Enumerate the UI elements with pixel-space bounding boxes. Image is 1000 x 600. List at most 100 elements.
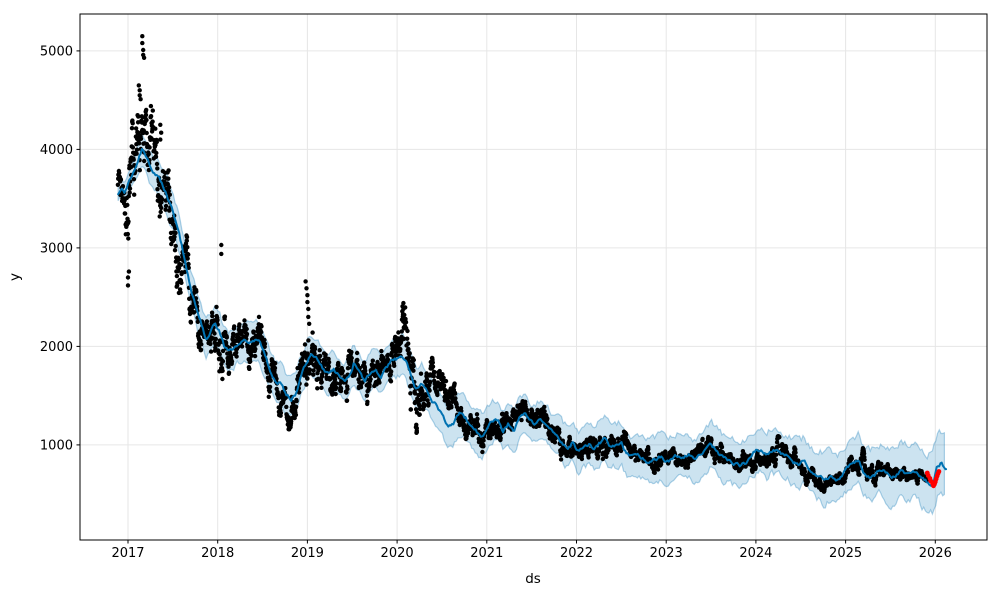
observed-point <box>166 188 171 194</box>
observed-point <box>615 436 621 441</box>
observed-point <box>310 330 315 335</box>
observed-point <box>558 457 564 462</box>
observed-point <box>138 136 144 141</box>
observed-point <box>188 320 194 325</box>
observed-point <box>126 236 131 241</box>
observed-point <box>441 383 447 388</box>
observed-point <box>338 386 344 391</box>
observed-outlier-point <box>414 429 419 435</box>
observed-point <box>849 456 854 461</box>
x-axis-label: ds <box>525 571 541 587</box>
observed-point <box>276 395 281 401</box>
observed-point <box>317 348 322 353</box>
observed-point <box>443 378 449 384</box>
observed-point <box>213 336 218 342</box>
future-observed-point <box>936 469 942 474</box>
observed-point <box>126 194 131 199</box>
observed-point <box>252 353 258 359</box>
observed-point <box>136 114 141 119</box>
observed-point <box>915 478 921 484</box>
observed-point <box>425 398 430 403</box>
observed-point <box>129 126 135 131</box>
observed-point <box>362 360 367 365</box>
observed-point <box>259 324 264 329</box>
observed-point <box>805 479 810 485</box>
observed-point <box>141 128 146 133</box>
observed-point <box>396 330 401 335</box>
observed-point <box>658 462 664 467</box>
observed-point <box>214 304 219 310</box>
observed-point <box>256 314 262 320</box>
y-axis-label: y <box>7 273 23 281</box>
observed-point <box>411 368 416 373</box>
observed-point <box>652 470 657 475</box>
observed-point <box>326 360 332 365</box>
observed-point <box>262 341 268 346</box>
observed-point <box>130 145 136 150</box>
y-tick-label: 3000 <box>40 241 73 256</box>
observed-point <box>618 448 624 454</box>
observed-point <box>173 243 178 249</box>
tick-labels: 2017 2018 2019 2020 2021 2022 2023 2024 2025 2026… <box>40 44 952 561</box>
observed-point <box>220 368 225 373</box>
observed-point <box>178 262 184 267</box>
observed-outlier-point <box>141 47 146 53</box>
observed-point <box>498 435 503 441</box>
observed-point <box>320 372 325 377</box>
observed-point <box>845 469 851 474</box>
observed-outlier-point <box>138 97 143 102</box>
observed-point <box>323 352 328 357</box>
observed-point <box>148 114 154 119</box>
observed-point <box>198 347 204 352</box>
x-tick-label: 2021 <box>470 546 503 561</box>
observed-point <box>426 401 431 406</box>
observed-point <box>248 359 253 364</box>
observed-outlier-point <box>414 426 419 431</box>
observed-point <box>326 364 331 369</box>
observed-outlier-point <box>140 34 145 39</box>
observed-point <box>766 462 772 467</box>
observed-point <box>379 348 384 354</box>
observed-point <box>624 432 629 437</box>
observed-point <box>452 381 457 386</box>
observed-point <box>488 436 493 441</box>
observed-point <box>370 358 375 363</box>
observed-outlier-point <box>140 40 145 46</box>
observed-outlier-point <box>125 275 131 280</box>
observed-point <box>614 453 619 458</box>
observed-point <box>163 207 168 212</box>
uncertainty-interval-area <box>117 132 945 516</box>
observed-point <box>542 409 547 414</box>
observed-point <box>268 378 273 383</box>
observed-point <box>272 365 278 371</box>
observed-point <box>212 331 217 336</box>
x-tick-label: 2018 <box>201 546 234 561</box>
observed-point <box>204 319 210 324</box>
observed-outlier-point <box>402 312 407 318</box>
observed-point <box>217 352 222 357</box>
observed-outlier-point <box>305 299 310 305</box>
observed-point <box>344 398 350 403</box>
axes-frame <box>79 13 988 541</box>
observed-point <box>186 252 191 257</box>
observed-point <box>153 126 158 131</box>
observed-point <box>184 234 190 240</box>
observed-point <box>440 372 445 377</box>
observed-point <box>435 392 440 398</box>
observed-point <box>364 393 370 398</box>
observed-point <box>524 407 530 413</box>
observed-outlier-point <box>219 242 224 248</box>
observed-point <box>155 187 160 192</box>
observed-point <box>127 190 132 195</box>
observed-point <box>586 450 591 456</box>
observed-point <box>296 390 302 395</box>
observed-point <box>276 392 281 397</box>
observed-point <box>259 329 264 335</box>
observed-point <box>319 385 324 390</box>
observed-point <box>349 355 354 361</box>
observed-outlier-point <box>141 55 147 60</box>
observed-point <box>166 168 171 173</box>
observed-point <box>408 407 414 412</box>
observed-point <box>646 447 651 452</box>
observed-point <box>115 182 121 187</box>
